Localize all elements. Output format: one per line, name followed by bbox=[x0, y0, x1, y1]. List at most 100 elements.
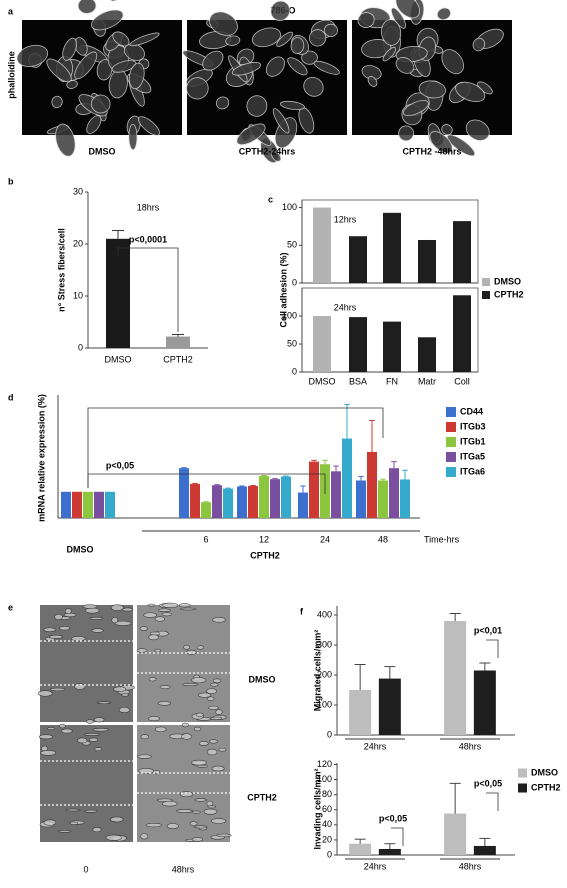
cell bbox=[91, 628, 104, 633]
cell bbox=[139, 626, 148, 631]
bar bbox=[342, 438, 352, 518]
cell bbox=[395, 57, 415, 74]
y-tick-label: 20 bbox=[73, 238, 83, 248]
cell bbox=[210, 818, 227, 824]
cell bbox=[114, 620, 132, 626]
cell bbox=[225, 35, 241, 46]
cell bbox=[191, 837, 204, 842]
x-tick-label: 24hrs bbox=[364, 741, 387, 751]
bar bbox=[389, 468, 399, 518]
cell bbox=[82, 604, 98, 609]
bar bbox=[418, 337, 436, 372]
bar bbox=[367, 451, 377, 518]
micrograph bbox=[37, 604, 135, 724]
y-axis-label: Migrated cells/mm² bbox=[312, 630, 322, 712]
x-tick-label: 48hrs bbox=[459, 741, 482, 751]
cell bbox=[271, 151, 282, 162]
cell bbox=[154, 726, 167, 733]
cell bbox=[55, 123, 76, 157]
bar bbox=[383, 212, 401, 283]
bar bbox=[349, 236, 367, 283]
x-tick-label: 48 bbox=[378, 534, 388, 544]
cell bbox=[191, 810, 201, 814]
cell bbox=[287, 57, 308, 76]
legend-swatch bbox=[446, 452, 456, 462]
cell bbox=[303, 76, 324, 97]
cell bbox=[51, 95, 63, 109]
y-tick-label: 0 bbox=[327, 729, 332, 739]
bar bbox=[298, 492, 308, 518]
x-tick-label: FN bbox=[386, 376, 398, 386]
bar bbox=[473, 845, 496, 855]
cell bbox=[194, 798, 207, 802]
cell bbox=[90, 9, 124, 31]
legend-label: ITGb3 bbox=[460, 421, 486, 431]
legend-swatch bbox=[482, 278, 490, 286]
cell bbox=[206, 800, 214, 807]
row-label: CPTH2 bbox=[247, 792, 277, 802]
legend-swatch bbox=[446, 437, 456, 447]
group-label: CPTH2 bbox=[250, 550, 280, 560]
bar bbox=[201, 502, 211, 518]
cell bbox=[85, 607, 100, 614]
cell bbox=[290, 37, 305, 54]
cell bbox=[94, 747, 102, 752]
error-bar bbox=[192, 482, 198, 484]
x-tick-label: CPTH2 bbox=[163, 354, 193, 364]
cell bbox=[112, 31, 130, 47]
y-tick-label: 100 bbox=[282, 202, 297, 212]
micrograph bbox=[38, 723, 133, 842]
cell bbox=[207, 805, 217, 809]
y-tick-label: 100 bbox=[317, 774, 332, 784]
micrograph bbox=[16, 0, 182, 157]
cell bbox=[210, 716, 223, 720]
column-label: 48hrs bbox=[172, 864, 195, 874]
chart-title: 18hrs bbox=[137, 202, 160, 212]
significance-bracket bbox=[117, 247, 179, 332]
significance-bracket bbox=[486, 639, 499, 658]
cell bbox=[147, 603, 156, 607]
cell bbox=[203, 808, 218, 815]
cell bbox=[96, 701, 112, 705]
y-tick-label: 0 bbox=[292, 366, 297, 376]
micrograph bbox=[182, 0, 347, 164]
error-bar bbox=[384, 666, 396, 679]
cell bbox=[111, 617, 119, 624]
y-tick-label: 200 bbox=[317, 669, 332, 679]
cell bbox=[191, 677, 207, 684]
cell bbox=[395, 0, 420, 19]
cell bbox=[138, 767, 154, 774]
cell bbox=[43, 627, 57, 632]
cell bbox=[128, 62, 145, 90]
cell bbox=[58, 723, 66, 729]
cell bbox=[166, 823, 179, 829]
significance-label: p<0,05 bbox=[106, 460, 134, 470]
cell bbox=[279, 100, 305, 111]
error-bar bbox=[358, 476, 364, 481]
error-bar bbox=[354, 664, 366, 690]
bar bbox=[400, 479, 410, 518]
cell bbox=[47, 727, 55, 730]
cell bbox=[270, 0, 291, 22]
bar bbox=[281, 476, 291, 518]
panel-letter: a bbox=[8, 6, 14, 16]
error-bar bbox=[479, 662, 491, 671]
cell bbox=[137, 754, 152, 759]
y-tick-label: 0 bbox=[327, 849, 332, 859]
cell bbox=[208, 705, 219, 710]
micrograph bbox=[136, 602, 230, 722]
bar bbox=[473, 670, 496, 735]
cell bbox=[121, 693, 129, 697]
cell bbox=[323, 23, 338, 37]
y-tick-label: 10 bbox=[73, 290, 83, 300]
error-bar bbox=[384, 843, 396, 849]
error-bar bbox=[239, 485, 245, 487]
error-bar bbox=[172, 333, 184, 337]
cell bbox=[206, 748, 218, 756]
bar bbox=[349, 317, 367, 372]
cell bbox=[441, 49, 464, 75]
x-tick-label: 12 bbox=[259, 534, 269, 544]
bar bbox=[444, 621, 467, 735]
bar bbox=[444, 813, 467, 855]
cell bbox=[143, 612, 158, 618]
